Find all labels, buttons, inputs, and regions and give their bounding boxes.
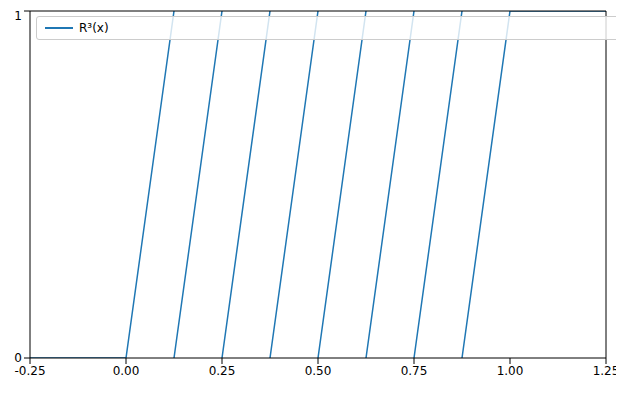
- svg-text:0.50: 0.50: [305, 364, 332, 378]
- svg-text:0.75: 0.75: [401, 364, 428, 378]
- html-text:R³(x): R³(x): [79, 21, 109, 35]
- svg-text:1: 1: [14, 9, 22, 23]
- svg-text:0.00: 0.00: [113, 364, 140, 378]
- svg-text:-0.25: -0.25: [14, 364, 45, 378]
- svg-text:0.25: 0.25: [209, 364, 236, 378]
- svg-text:1.25: 1.25: [593, 364, 616, 378]
- svg-text:0: 0: [14, 351, 22, 365]
- svg-text:1.00: 1.00: [497, 364, 524, 378]
